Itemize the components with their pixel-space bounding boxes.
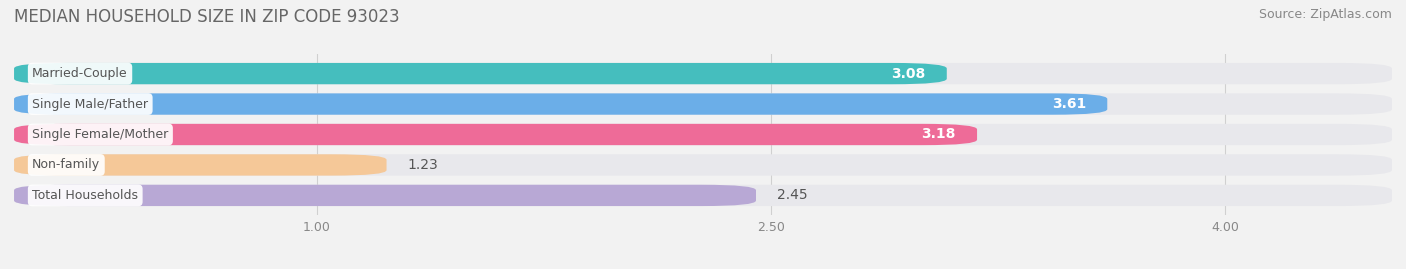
Text: Total Households: Total Households <box>32 189 138 202</box>
Text: 3.18: 3.18 <box>921 128 956 141</box>
Text: Source: ZipAtlas.com: Source: ZipAtlas.com <box>1258 8 1392 21</box>
FancyBboxPatch shape <box>14 63 946 84</box>
FancyBboxPatch shape <box>14 154 387 176</box>
FancyBboxPatch shape <box>14 93 1108 115</box>
FancyBboxPatch shape <box>14 154 1392 176</box>
Text: 1.23: 1.23 <box>408 158 439 172</box>
Text: 2.45: 2.45 <box>778 188 808 202</box>
Text: 3.61: 3.61 <box>1052 97 1085 111</box>
FancyBboxPatch shape <box>14 124 1392 145</box>
FancyBboxPatch shape <box>14 93 1392 115</box>
Text: MEDIAN HOUSEHOLD SIZE IN ZIP CODE 93023: MEDIAN HOUSEHOLD SIZE IN ZIP CODE 93023 <box>14 8 399 26</box>
Text: Married-Couple: Married-Couple <box>32 67 128 80</box>
FancyBboxPatch shape <box>14 185 756 206</box>
Text: Non-family: Non-family <box>32 158 100 171</box>
FancyBboxPatch shape <box>14 185 1392 206</box>
FancyBboxPatch shape <box>14 63 1392 84</box>
Text: Single Female/Mother: Single Female/Mother <box>32 128 169 141</box>
Text: Single Male/Father: Single Male/Father <box>32 98 148 111</box>
FancyBboxPatch shape <box>14 124 977 145</box>
Text: 3.08: 3.08 <box>891 67 925 81</box>
